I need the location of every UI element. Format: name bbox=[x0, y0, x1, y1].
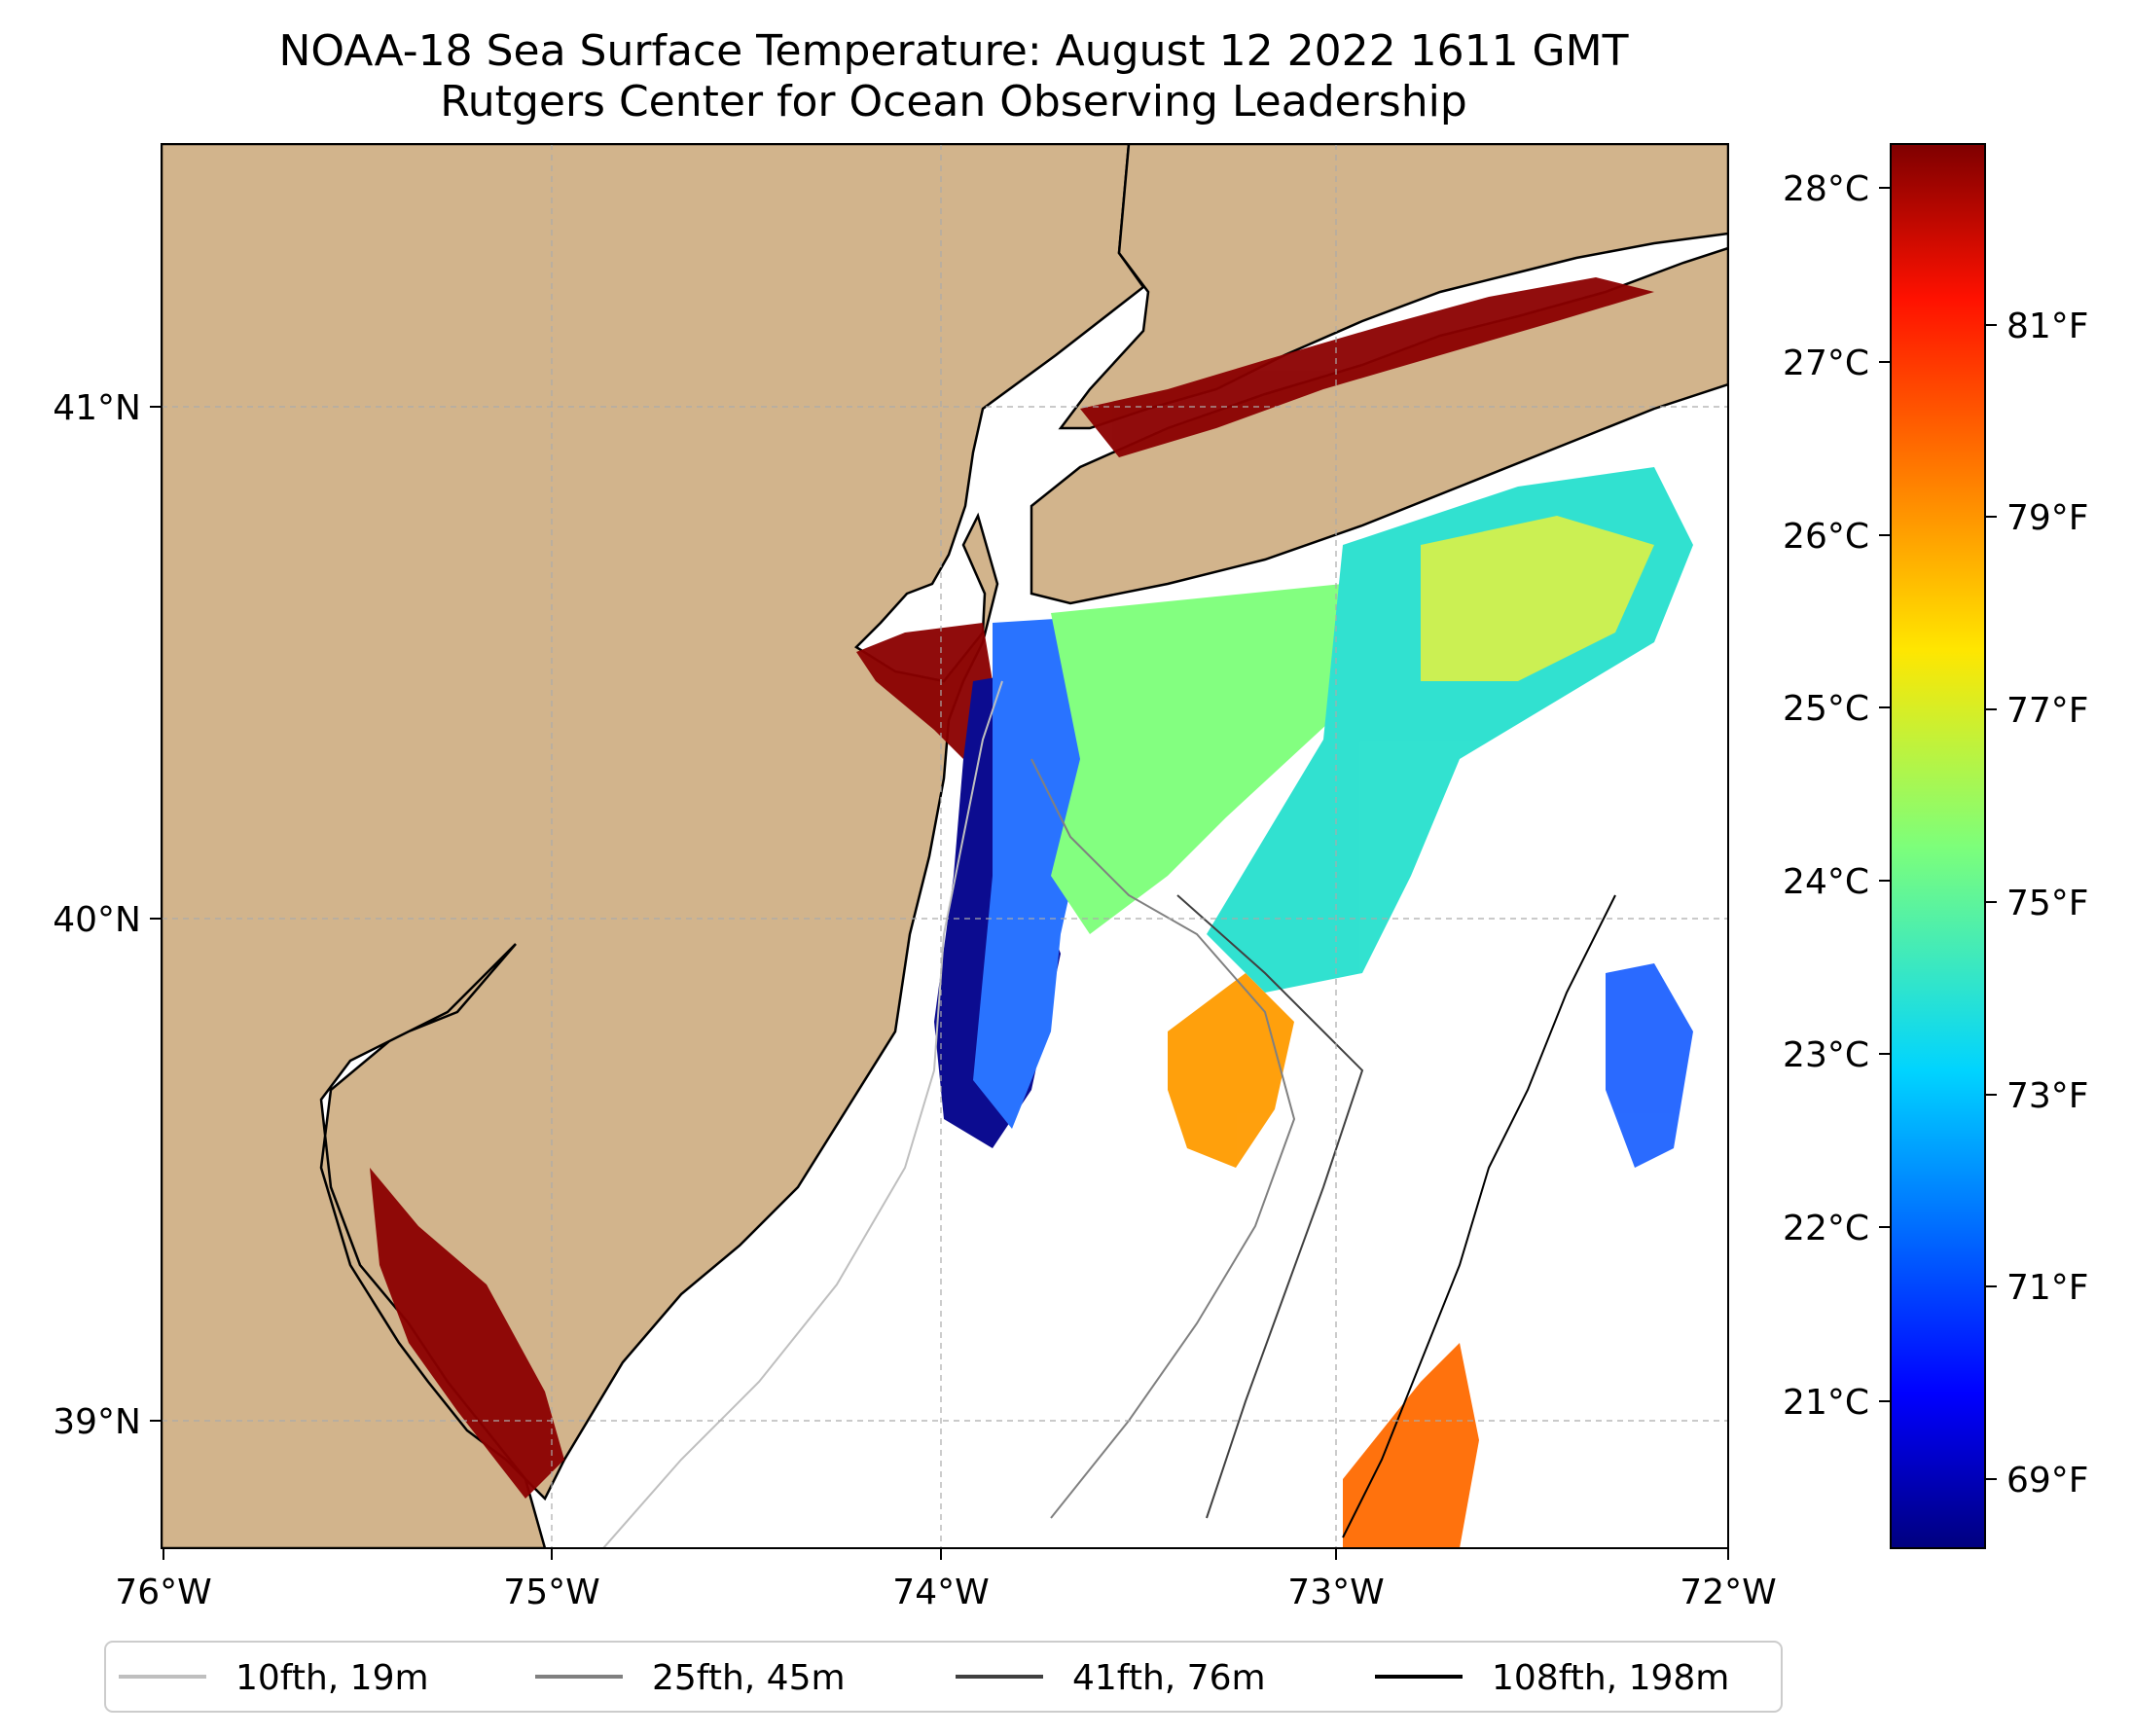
legend-label: 10fth, 19m bbox=[235, 1658, 429, 1698]
sst-mid-shelf bbox=[1051, 584, 1353, 934]
lat-tick-label: 40°N bbox=[53, 900, 141, 940]
legend-label: 41fth, 76m bbox=[1072, 1658, 1266, 1698]
gridlines bbox=[162, 144, 1728, 1548]
sst-delaware-bay bbox=[370, 1168, 564, 1499]
lon-tick-label: 72°W bbox=[1680, 1573, 1776, 1612]
colorbar: 28°C 27°C 26°C 25°C 24°C 23°C 22°C 21°C 81°F 79°… bbox=[1783, 143, 2089, 1549]
celsius-tick-label: 26°C bbox=[1783, 517, 1869, 557]
celsius-tick-label: 25°C bbox=[1783, 689, 1869, 729]
celsius-tick-label: 24°C bbox=[1783, 862, 1869, 902]
fahrenheit-tick-label: 77°F bbox=[2006, 691, 2089, 731]
fahrenheit-tick-label: 79°F bbox=[2006, 498, 2089, 538]
map-subtitle: Rutgers Center for Ocean Observing Leade… bbox=[440, 77, 1467, 127]
celsius-tick-label: 21°C bbox=[1783, 1383, 1869, 1423]
lon-tick-label: 74°W bbox=[892, 1573, 989, 1612]
lat-tick-label: 39°N bbox=[53, 1402, 141, 1442]
lon-axis: 76°W 75°W 74°W 73°W 72°W bbox=[115, 1548, 1777, 1612]
sst-offshore-warm bbox=[1421, 516, 1654, 681]
celsius-tick-label: 23°C bbox=[1783, 1035, 1869, 1075]
fahrenheit-tick-label: 81°F bbox=[2006, 307, 2089, 346]
sst-warm-eddy bbox=[1168, 973, 1294, 1168]
map-title: NOAA-18 Sea Surface Temperature: August … bbox=[278, 26, 1629, 76]
map-area bbox=[162, 144, 1728, 1548]
land-mass bbox=[162, 144, 1145, 1548]
legend-label: 108fth, 198m bbox=[1492, 1658, 1729, 1698]
contour-25fth bbox=[1030, 758, 1296, 1519]
lon-tick-label: 73°W bbox=[1287, 1573, 1384, 1612]
map-frame bbox=[161, 143, 1729, 1549]
fahrenheit-tick-label: 75°F bbox=[2006, 884, 2089, 923]
lat-axis: 41°N 40°N 39°N bbox=[53, 388, 162, 1442]
sst-warm-harbor bbox=[856, 623, 993, 759]
lon-tick-label: 75°W bbox=[503, 1573, 599, 1612]
lon-tick-label: 76°W bbox=[115, 1573, 211, 1612]
legend-label: 25fth, 45m bbox=[652, 1658, 846, 1698]
celsius-tick-label: 28°C bbox=[1783, 169, 1869, 209]
contour-108fth bbox=[1342, 894, 1616, 1538]
celsius-tick-label: 22°C bbox=[1783, 1209, 1869, 1248]
legend-frame bbox=[104, 1641, 1783, 1713]
celsius-tick-label: 27°C bbox=[1783, 344, 1869, 383]
sst-southern-warm bbox=[1343, 1343, 1479, 1548]
contour-41fth bbox=[1176, 894, 1364, 1519]
legend: 10fth, 19m 25fth, 45m 41fth, 76m 108fth, 19… bbox=[104, 1641, 1783, 1713]
colorbar-gradient bbox=[1890, 143, 1986, 1549]
fahrenheit-tick-label: 69°F bbox=[2006, 1461, 2089, 1501]
sst-east-patch bbox=[1606, 963, 1693, 1168]
lat-tick-label: 41°N bbox=[53, 388, 141, 428]
sst-long-island-sound bbox=[1080, 277, 1654, 457]
fahrenheit-tick-label: 73°F bbox=[2006, 1076, 2089, 1116]
fahrenheit-tick-label: 71°F bbox=[2006, 1268, 2089, 1308]
sst-field bbox=[370, 277, 1693, 1548]
